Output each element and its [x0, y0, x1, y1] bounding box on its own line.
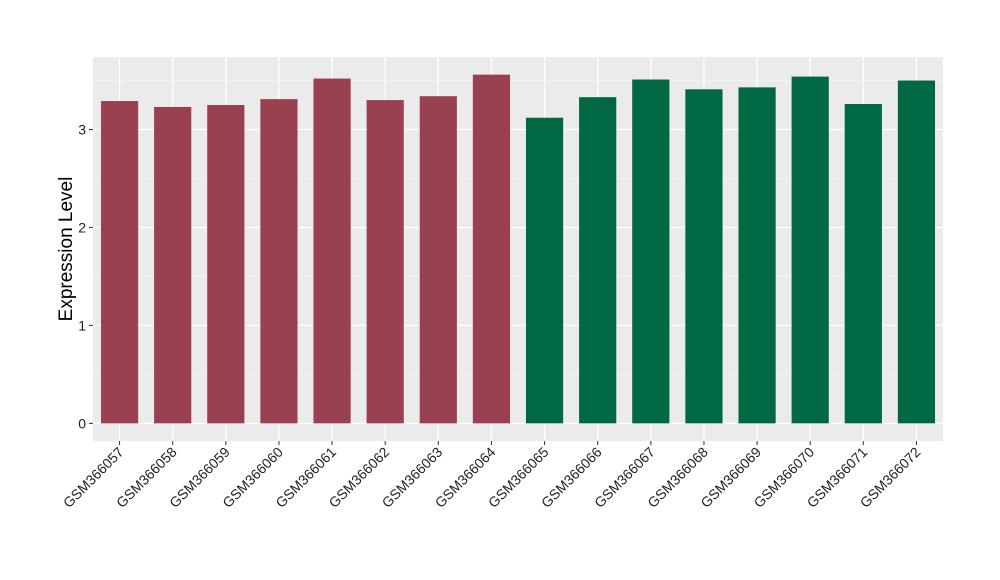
y-tick-label: 0 — [78, 415, 86, 431]
bar-GSM366066 — [579, 97, 617, 424]
bar-GSM366068 — [685, 89, 723, 424]
y-axis: 0 1 2 3 — [78, 121, 93, 431]
y-tick-label: 1 — [78, 317, 86, 333]
bar-GSM366058 — [154, 106, 192, 424]
bar-GSM366069 — [738, 87, 776, 424]
bars-group — [100, 74, 936, 424]
bar-GSM366067 — [632, 79, 670, 424]
bar-GSM366072 — [897, 80, 936, 424]
bar-GSM366057 — [100, 101, 139, 424]
bar-GSM366070 — [791, 76, 829, 424]
bar-GSM366063 — [419, 96, 457, 424]
bar-GSM366064 — [472, 74, 511, 424]
y-tick-label: 3 — [78, 121, 86, 137]
y-tick-label: 2 — [78, 219, 86, 235]
bar-GSM366065 — [525, 117, 564, 424]
bar-GSM366059 — [207, 105, 245, 424]
bar-GSM366061 — [313, 78, 351, 424]
bar-GSM366060 — [260, 99, 298, 424]
x-axis: GSM366057GSM366058GSM366059GSM366060GSM3… — [60, 441, 924, 511]
bar-GSM366062 — [366, 100, 404, 424]
y-axis-title: Expression Level — [56, 177, 77, 322]
bar-GSM366071 — [844, 104, 882, 424]
